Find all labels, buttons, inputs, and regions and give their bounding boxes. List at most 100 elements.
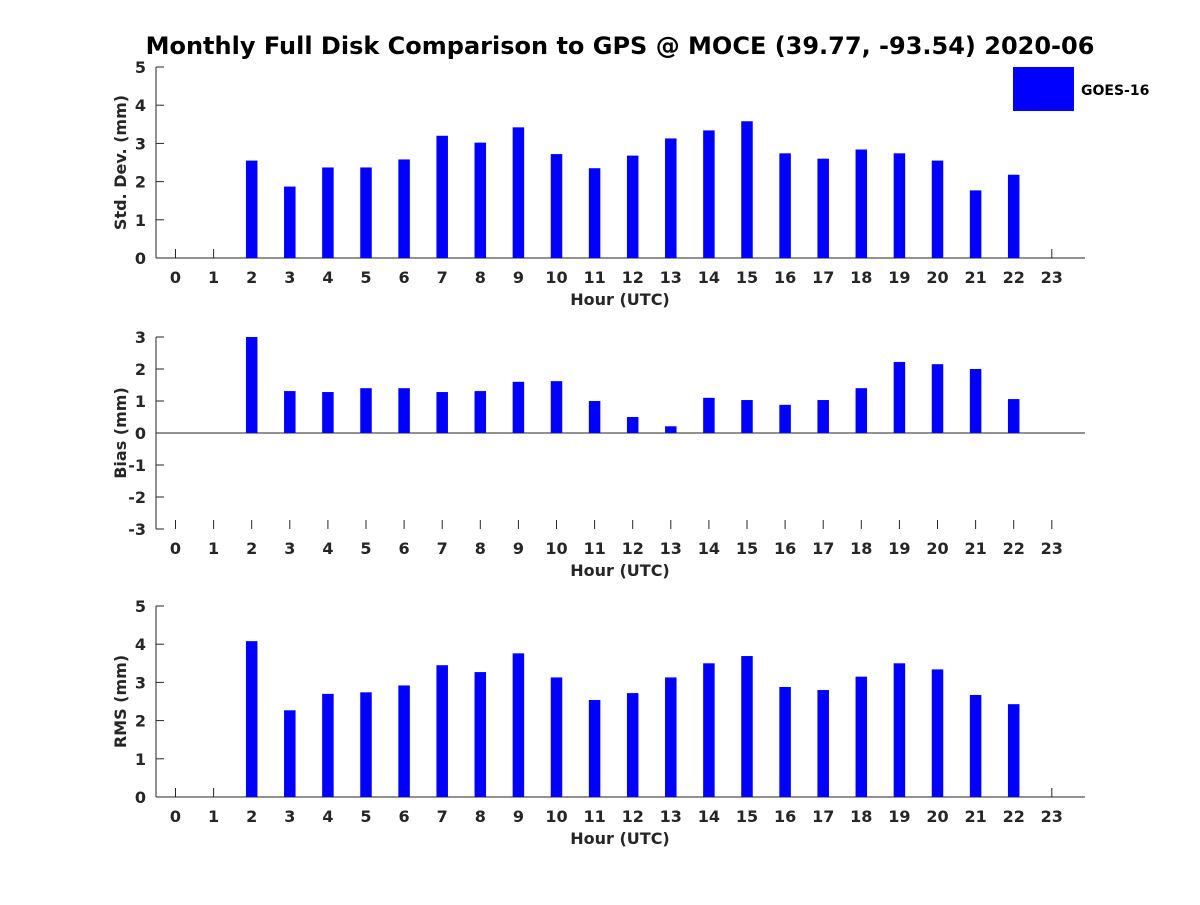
rms-xtick-label: 19 <box>888 807 910 826</box>
rms-xtick-label: 16 <box>774 807 796 826</box>
std-xtick-label: 17 <box>812 268 834 287</box>
std-xtick-label: 15 <box>736 268 758 287</box>
std-xtick-label: 14 <box>698 268 720 287</box>
bias-ytick-label: -3 <box>128 520 146 539</box>
bias-bar-hour-12 <box>626 417 639 433</box>
legend-label-goes16: GOES-16 <box>1081 83 1149 99</box>
bias-xtick-label: 8 <box>475 539 486 558</box>
rms-ytick-label: 4 <box>135 635 146 654</box>
bias-ytick-label: 1 <box>135 392 146 411</box>
bias-bar-hour-18 <box>855 388 868 433</box>
std-xtick-label: 20 <box>926 268 948 287</box>
std-bar-hour-4 <box>322 167 334 258</box>
std-bar-hour-13 <box>665 138 677 258</box>
bias-xtick-label: 1 <box>208 539 219 558</box>
bias-xtick-label: 17 <box>812 539 834 558</box>
bias-xtick-label: 2 <box>246 539 257 558</box>
rms-bar-hour-17 <box>817 690 829 797</box>
std-xtick-label: 9 <box>513 268 524 287</box>
std-xtick-label: 19 <box>888 268 910 287</box>
std-bar-hour-5 <box>360 167 372 258</box>
std-bar-hour-15 <box>741 121 753 258</box>
std-xtick-label: 7 <box>437 268 448 287</box>
rms-bar-hour-16 <box>779 686 791 797</box>
bias-bar-hour-15 <box>741 400 753 433</box>
rms-xtick-label: 18 <box>850 807 872 826</box>
bias-bar-hour-4 <box>322 392 334 433</box>
rms-xtick-label: 8 <box>475 807 486 826</box>
std-xtick-label: 21 <box>964 268 986 287</box>
rms-xtick-label: 17 <box>812 807 834 826</box>
rms-bar-hour-10 <box>550 677 563 797</box>
bias-xtick-label: 12 <box>622 539 644 558</box>
rms-xtick-label: 23 <box>1041 807 1063 826</box>
bias-bar-hour-11 <box>588 401 601 433</box>
rms-bar-hour-7 <box>436 665 448 797</box>
rms-xtick-label: 10 <box>545 807 567 826</box>
bias-bar-hour-14 <box>703 397 715 433</box>
rms-bar-hour-22 <box>1007 704 1020 797</box>
bias-xtick-label: 16 <box>774 539 796 558</box>
rms-ytick-label: 3 <box>135 673 146 692</box>
std-bar-hour-14 <box>703 130 715 258</box>
legend: GOES-16 <box>1013 67 1149 111</box>
bias-xtick-label: 6 <box>399 539 410 558</box>
std-xtick-label: 3 <box>284 268 295 287</box>
std-bar-hour-16 <box>779 153 791 258</box>
legend-swatch <box>1013 67 1074 111</box>
rms-bar-hour-18 <box>855 676 868 797</box>
std-xtick-label: 5 <box>360 268 371 287</box>
rms-xtick-label: 4 <box>322 807 333 826</box>
bias-bar-hour-10 <box>550 381 563 433</box>
bias-xtick-label: 14 <box>698 539 720 558</box>
rms-ylabel: RMS (mm) <box>111 655 130 748</box>
bias-bar-hour-19 <box>893 361 906 433</box>
rms-ytick-label: 0 <box>135 788 146 807</box>
bias-bar-hour-9 <box>512 381 525 433</box>
bias-bar-hour-6 <box>398 388 410 433</box>
rms-xtick-label: 2 <box>246 807 257 826</box>
rms-bar-hour-6 <box>398 685 410 797</box>
std-xtick-label: 2 <box>246 268 257 287</box>
std-bar-hour-9 <box>512 127 525 258</box>
std-xtick-label: 1 <box>208 268 219 287</box>
bias-xtick-label: 4 <box>322 539 333 558</box>
rms-xtick-label: 12 <box>622 807 644 826</box>
bias-ylabel: Bias (mm) <box>111 387 130 479</box>
bias-bar-hour-16 <box>779 404 791 433</box>
std-bar-hour-3 <box>284 186 296 258</box>
rms-xtick-label: 13 <box>660 807 682 826</box>
rms-xtick-label: 1 <box>208 807 219 826</box>
bias-xtick-label: 23 <box>1041 539 1063 558</box>
std-xtick-label: 18 <box>850 268 872 287</box>
rms-xtick-label: 15 <box>736 807 758 826</box>
rms-bar-hour-14 <box>703 663 715 797</box>
rms-xtick-label: 22 <box>1003 807 1025 826</box>
bias-bar-hour-5 <box>360 388 372 433</box>
rms-bar-hour-8 <box>474 672 487 797</box>
std-xlabel: Hour (UTC) <box>570 290 670 309</box>
rms-ytick-label: 1 <box>135 750 146 769</box>
std-bar-hour-2 <box>245 160 258 258</box>
bias-ytick-label: 2 <box>135 360 146 379</box>
std-bar-hour-10 <box>550 154 563 258</box>
bias-ytick-label: -2 <box>128 488 146 507</box>
std-bar-hour-12 <box>626 155 639 258</box>
std-xtick-label: 4 <box>322 268 333 287</box>
std-xtick-label: 13 <box>660 268 682 287</box>
std-bar-hour-22 <box>1007 174 1020 258</box>
std-ytick-label: 1 <box>135 211 146 230</box>
bias-bar-hour-13 <box>665 426 677 433</box>
bias-xlabel: Hour (UTC) <box>570 561 670 580</box>
bias-bar-hour-7 <box>436 392 448 433</box>
bias-bar-hour-22 <box>1007 399 1020 433</box>
bias-xtick-label: 0 <box>170 539 181 558</box>
std-xtick-label: 10 <box>545 268 567 287</box>
rms-xlabel: Hour (UTC) <box>570 829 670 848</box>
bias-xtick-label: 7 <box>437 539 448 558</box>
std-xtick-label: 8 <box>475 268 486 287</box>
